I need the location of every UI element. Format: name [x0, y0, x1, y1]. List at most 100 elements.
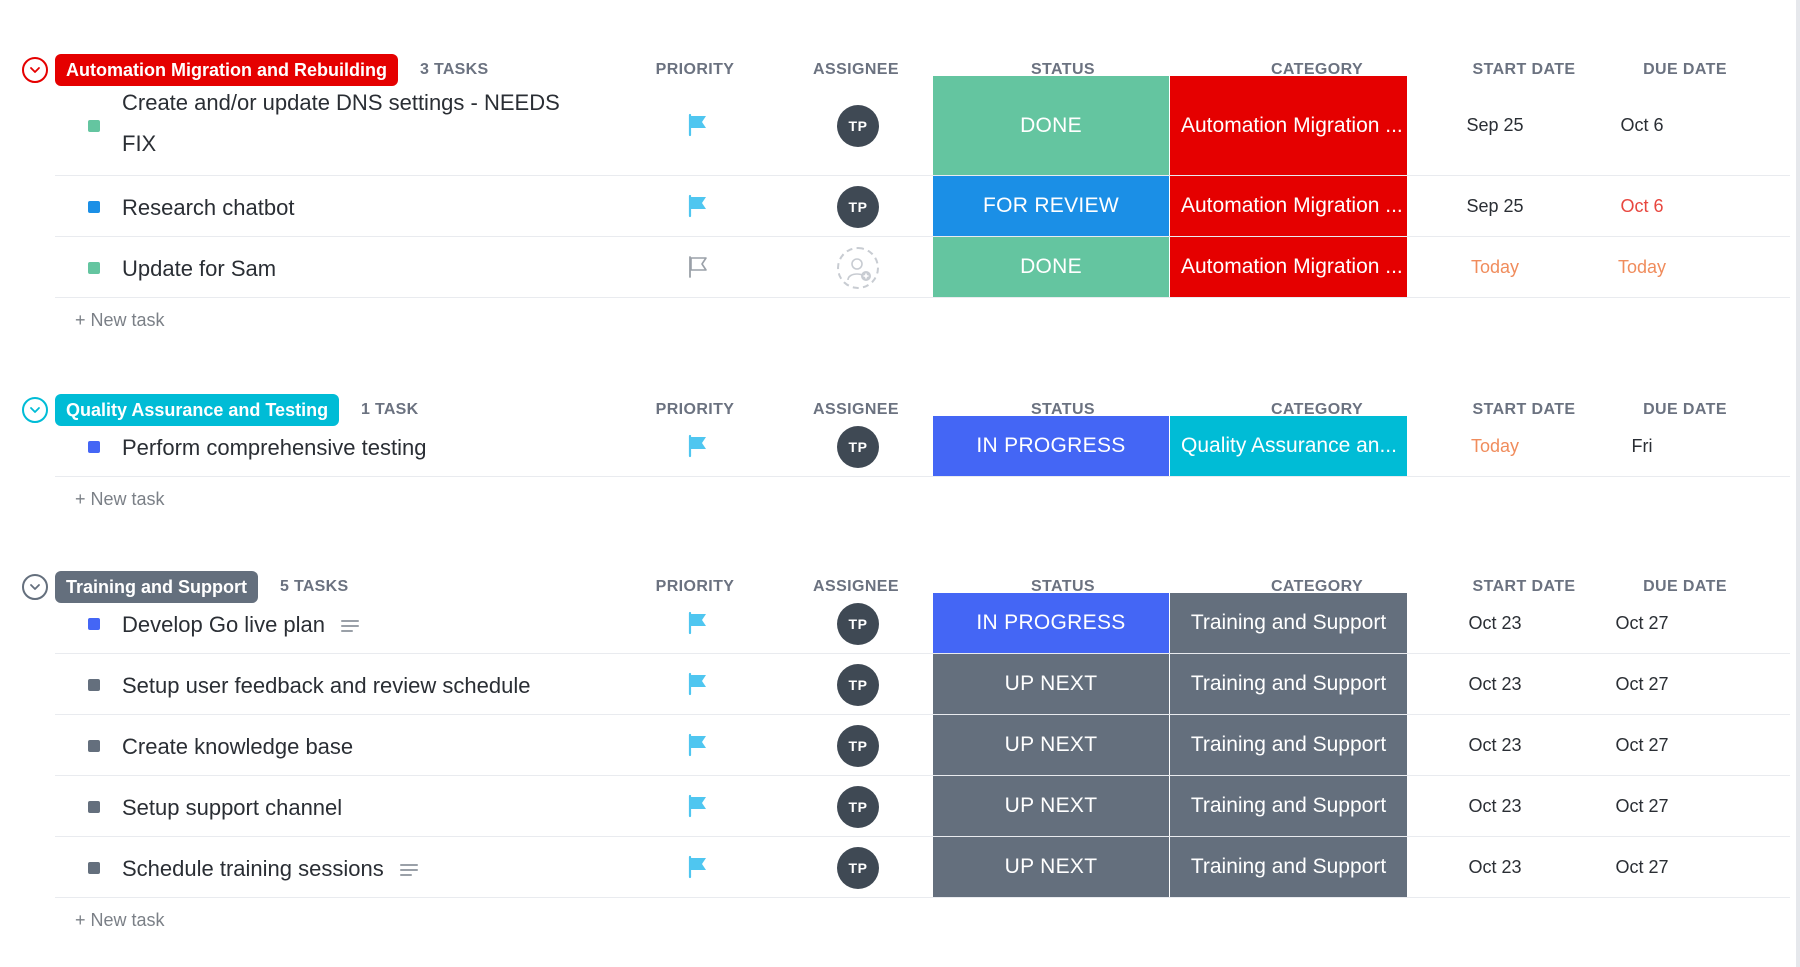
category-cell[interactable]: Training and Support [1170, 593, 1407, 653]
category-cell[interactable]: Training and Support [1170, 715, 1407, 775]
collapse-toggle[interactable] [22, 397, 48, 423]
task-status-dot[interactable] [88, 440, 100, 453]
collapse-toggle[interactable] [22, 57, 48, 83]
category-cell[interactable]: Training and Support [1170, 654, 1407, 714]
due-date[interactable]: Fri [1631, 435, 1653, 456]
task-name[interactable]: Schedule training sessions [122, 848, 418, 889]
column-header-priority[interactable]: PRIORITY [655, 61, 735, 78]
new-task-button[interactable]: + New task [75, 910, 165, 930]
status-cell[interactable]: DONE [933, 76, 1169, 175]
assignee-avatar[interactable]: TP [837, 602, 879, 645]
task-status-dot[interactable] [88, 120, 100, 132]
priority-flag-icon[interactable] [687, 794, 709, 818]
task-row[interactable]: Develop Go live plan TP IN PROGRESS Trainin… [55, 593, 1790, 654]
column-header-due-date[interactable]: DUE DATE [1643, 578, 1727, 595]
column-header-assignee[interactable]: ASSIGNEE [813, 578, 899, 595]
column-header-start-date[interactable]: START DATE [1472, 578, 1576, 595]
status-cell[interactable]: UP NEXT [933, 654, 1169, 714]
start-date[interactable]: Oct 23 [1468, 795, 1522, 816]
due-date[interactable]: Today [1617, 256, 1667, 277]
category-cell[interactable]: Quality Assurance an... [1170, 416, 1407, 476]
task-status-dot[interactable] [88, 861, 100, 874]
priority-flag-icon[interactable] [687, 855, 709, 879]
task-status-dot[interactable] [88, 678, 100, 691]
task-status-dot[interactable] [88, 800, 100, 813]
priority-flag-icon[interactable] [687, 672, 709, 696]
category-cell[interactable]: Automation Migration ... [1170, 237, 1407, 297]
task-row[interactable]: Schedule training sessions TP UP NEXT Train… [55, 837, 1790, 898]
status-cell[interactable]: UP NEXT [933, 715, 1169, 775]
column-header-assignee[interactable]: ASSIGNEE [813, 61, 899, 78]
column-header-start-date[interactable]: START DATE [1472, 61, 1576, 78]
column-header-priority[interactable]: PRIORITY [655, 578, 735, 595]
task-name[interactable]: Setup user feedback and review schedule [122, 665, 530, 706]
category-cell[interactable]: Training and Support [1170, 837, 1407, 897]
group-title-pill[interactable]: Training and Support [55, 571, 258, 603]
column-header-category[interactable]: CATEGORY [1270, 61, 1364, 78]
task-name[interactable]: Perform comprehensive testing [122, 427, 426, 468]
priority-flag-icon[interactable] [687, 611, 709, 635]
task-status-dot[interactable] [88, 617, 100, 630]
task-name[interactable]: Create and/or update DNS settings - NEED… [122, 82, 560, 164]
scrollbar-track[interactable] [1796, 0, 1800, 967]
status-cell[interactable]: FOR REVIEW [933, 176, 1169, 236]
category-cell[interactable]: Training and Support [1170, 776, 1407, 836]
add-assignee-icon[interactable] [837, 246, 879, 289]
due-date[interactable]: Oct 27 [1615, 612, 1669, 633]
assignee-avatar[interactable]: TP [837, 105, 879, 147]
assignee-avatar[interactable]: TP [837, 785, 879, 828]
column-header-start-date[interactable]: START DATE [1472, 401, 1576, 418]
priority-flag-icon[interactable] [687, 434, 709, 458]
task-status-dot[interactable] [88, 739, 100, 752]
status-cell[interactable]: UP NEXT [933, 837, 1169, 897]
assignee-avatar[interactable]: TP [837, 846, 879, 889]
task-row[interactable]: Setup user feedback and review schedule T… [55, 654, 1790, 715]
column-header-status[interactable]: STATUS [1030, 578, 1096, 595]
task-row[interactable]: Create knowledge base TP UP NEXT Training a… [55, 715, 1790, 776]
task-row[interactable]: Setup support channel TP UP NEXT Training a… [55, 776, 1790, 837]
column-header-status[interactable]: STATUS [1030, 61, 1096, 78]
due-date[interactable]: Oct 27 [1615, 734, 1669, 755]
due-date[interactable]: Oct 27 [1615, 673, 1669, 694]
assignee-avatar[interactable]: TP [837, 185, 879, 228]
priority-flag-icon[interactable] [687, 733, 709, 757]
category-cell[interactable]: Automation Migration ... [1170, 76, 1407, 175]
start-date[interactable]: Today [1470, 435, 1520, 456]
task-status-dot[interactable] [88, 200, 100, 213]
start-date[interactable]: Oct 23 [1468, 856, 1522, 877]
start-date[interactable]: Sep 25 [1466, 115, 1524, 135]
new-task-button[interactable]: + New task [75, 489, 165, 509]
start-date[interactable]: Sep 25 [1466, 195, 1524, 216]
task-name[interactable]: Research chatbot [122, 187, 294, 228]
status-cell[interactable]: UP NEXT [933, 776, 1169, 836]
new-task-button[interactable]: + New task [75, 310, 165, 330]
category-cell[interactable]: Automation Migration ... [1170, 176, 1407, 236]
assignee-avatar[interactable]: TP [837, 663, 879, 706]
column-header-priority[interactable]: PRIORITY [655, 401, 735, 418]
priority-flag-icon[interactable] [687, 113, 709, 137]
column-header-category[interactable]: CATEGORY [1270, 401, 1364, 418]
due-date[interactable]: Oct 6 [1620, 195, 1664, 216]
task-status-dot[interactable] [88, 261, 100, 274]
task-name[interactable]: Develop Go live plan [122, 604, 360, 645]
assignee-avatar[interactable]: TP [837, 425, 879, 468]
collapse-toggle[interactable] [22, 574, 48, 600]
task-name[interactable]: Setup support channel [122, 787, 342, 828]
column-header-category[interactable]: CATEGORY [1270, 578, 1364, 595]
task-row[interactable]: Update for Sam DONE Automation Migration .… [55, 237, 1790, 298]
column-header-status[interactable]: STATUS [1030, 401, 1096, 418]
status-cell[interactable]: IN PROGRESS [933, 593, 1169, 653]
column-header-due-date[interactable]: DUE DATE [1643, 61, 1727, 78]
task-name[interactable]: Update for Sam [122, 248, 276, 289]
task-name[interactable]: Create knowledge base [122, 726, 353, 767]
due-date[interactable]: Oct 27 [1615, 856, 1669, 877]
task-row[interactable]: Research chatbot TP FOR REVIEW Automation M… [55, 176, 1790, 237]
priority-empty-flag-icon[interactable] [687, 255, 709, 279]
task-row[interactable]: Perform comprehensive testing TP IN PROGRE… [55, 416, 1790, 477]
start-date[interactable]: Oct 23 [1468, 734, 1522, 755]
due-date[interactable]: Oct 6 [1620, 115, 1664, 135]
column-header-due-date[interactable]: DUE DATE [1643, 401, 1727, 418]
start-date[interactable]: Oct 23 [1468, 612, 1522, 633]
status-cell[interactable]: DONE [933, 237, 1169, 297]
priority-flag-icon[interactable] [687, 194, 709, 218]
